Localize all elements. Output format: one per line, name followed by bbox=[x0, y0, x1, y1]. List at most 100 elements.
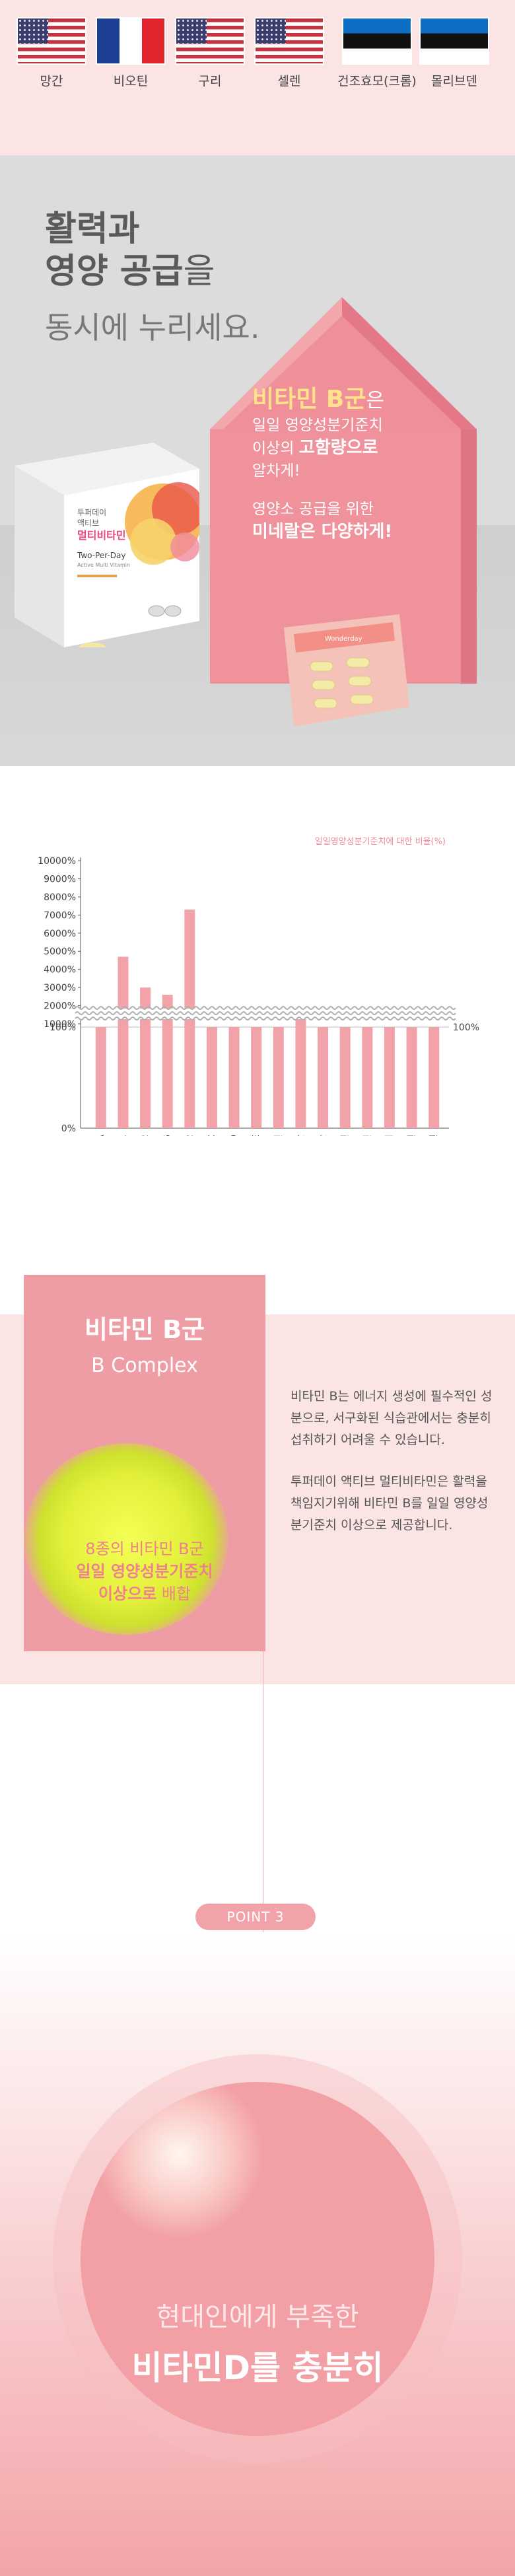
blister-pack-image: Wonderday bbox=[284, 614, 409, 727]
y-tick-label: 9000% bbox=[44, 874, 76, 884]
origin-flags-strip: 망간 비오틴 구리 셀렌 건조효모(크롬) 몰리브덴 bbox=[0, 0, 515, 155]
chart-bar bbox=[384, 1027, 395, 1128]
house-line: 영양소 공급을 위한 bbox=[252, 501, 374, 518]
product-sub2: Active Multi Vitamin bbox=[77, 562, 130, 568]
house-headline-bold: 비타민 B군 bbox=[252, 386, 366, 413]
inner-circle-photo bbox=[81, 2082, 434, 2436]
bar-chart: 일일영양성분기준치에 대한 비율(%) 10000% 9000% 8000% 7000%… bbox=[38, 837, 479, 1136]
house-line-part: 이상의 bbox=[252, 440, 299, 457]
house-line: 알차게! bbox=[252, 462, 300, 480]
flag-item-manganese: 망간 bbox=[13, 17, 90, 89]
bcomplex-description: 비타민 B는 에너지 생성에 필수적인 성분으로, 서구화된 식습관에서는 충분… bbox=[291, 1386, 495, 1536]
house-line: 이상의 고함량으로 bbox=[252, 437, 464, 460]
house-line-bold: 고함량으로 bbox=[298, 438, 378, 458]
flag-item-biotin: 비오틴 bbox=[92, 17, 169, 89]
house-headline: 비타민 B군은 bbox=[252, 380, 464, 414]
x-tick-label: 셀렌 bbox=[407, 1135, 417, 1136]
chart-bar bbox=[228, 1026, 240, 1128]
chart-bar bbox=[429, 1027, 440, 1128]
hero-title-bold: 영양 공급 bbox=[45, 252, 184, 291]
y-tick-label: 8000% bbox=[44, 892, 76, 903]
bcomplex-para2: 투퍼데이 액티브 멀티비타민은 활력을 책임지기위해 비타민 B를 일일 영양성… bbox=[291, 1474, 489, 1532]
x-tick-label: 판토텐산 bbox=[296, 1135, 306, 1136]
x-tick-label: 비타민B6 bbox=[163, 1135, 173, 1136]
flag-label: 몰리브덴 bbox=[431, 74, 477, 89]
circle-line-bold: 일일 영양성분기준치 bbox=[76, 1562, 213, 1581]
bcomplex-subtitle: B Complex bbox=[91, 1354, 198, 1377]
x-tick-label: 나이아신 bbox=[274, 1135, 284, 1136]
bcomplex-circle-copy: 8종의 비타민 B군 일일 영양성분기준치 이상으로 배합 bbox=[24, 1538, 265, 1605]
y-tick-label: 7000% bbox=[44, 910, 76, 921]
estonia-flag-icon bbox=[419, 17, 489, 65]
y-tick-label: 1000% bbox=[44, 1019, 76, 1030]
circle-line-bold: 이상으로 bbox=[98, 1585, 157, 1603]
sunlight-glow bbox=[94, 2082, 265, 2240]
blister-label: Wonderday bbox=[325, 635, 362, 643]
x-tick-label: 엽산 bbox=[318, 1135, 328, 1136]
hero-title: 활력과 영양 공급을 bbox=[45, 208, 215, 293]
point-badge: POINT 3 bbox=[195, 1904, 316, 1930]
hero-title-line1: 활력과 bbox=[45, 209, 140, 249]
bcomplex-card: 비타민 B군 B Complex 8종의 비타민 B군 일일 영양성분기준치 이… bbox=[24, 1275, 265, 1651]
chart-bar bbox=[339, 1027, 351, 1128]
flag-item-molybdenum: 몰리브덴 bbox=[416, 17, 493, 89]
house-line-bold: 미네랄은 다양하게! bbox=[252, 522, 393, 542]
usa-flag-icon bbox=[17, 17, 86, 65]
chart-bar bbox=[206, 1027, 217, 1128]
x-tick-label: 비타민D bbox=[230, 1135, 240, 1136]
estonia-flag-icon bbox=[342, 17, 412, 65]
x-tick-label: 구리 bbox=[385, 1135, 395, 1136]
circle-line-rest: 배합 bbox=[156, 1585, 191, 1603]
y-tick-label: 100% bbox=[50, 1022, 76, 1033]
usa-flag-icon bbox=[254, 17, 324, 65]
flag-item-selenium: 셀렌 bbox=[251, 17, 327, 89]
house-line: 미네랄은 다양하게! bbox=[252, 520, 464, 544]
chart-bar bbox=[251, 1027, 262, 1128]
circle-line: 이상으로 배합 bbox=[24, 1583, 265, 1605]
flag-label: 망간 bbox=[40, 74, 63, 89]
x-tick-label: 비오틴 bbox=[362, 1135, 372, 1136]
yellow-fuzzball-image bbox=[24, 1443, 228, 1635]
house-copy: 비타민 B군은 일일 영양성분기준치 이상의 고함량으로 알차게! 영양소 공급… bbox=[252, 380, 464, 544]
chart-bar bbox=[273, 1026, 284, 1128]
bcomplex-title: 비타민 B군 bbox=[84, 1315, 205, 1344]
chart-bar bbox=[295, 1013, 306, 1128]
chart-bar bbox=[118, 956, 129, 1128]
chart-bar bbox=[362, 1026, 373, 1128]
circle-line: 일일 영양성분기준치 bbox=[24, 1560, 265, 1583]
axis-break-wave bbox=[75, 1011, 456, 1015]
y-tick-label: 5000% bbox=[44, 947, 76, 957]
usa-flag-icon bbox=[175, 17, 245, 65]
chart-bar bbox=[95, 1027, 106, 1128]
x-tick-label: 비타민E bbox=[252, 1135, 261, 1136]
x-tick-label: 몰리브덴 bbox=[429, 1135, 439, 1136]
product-sub: Two-Per-Day bbox=[77, 551, 125, 560]
product-name-b: 멀티비타민 bbox=[77, 529, 126, 542]
flag-label: 비오틴 bbox=[113, 74, 149, 89]
x-tick-label: 비타민C bbox=[207, 1135, 217, 1136]
chart-bar bbox=[318, 1027, 329, 1128]
y-tick-label: 10000% bbox=[38, 856, 76, 867]
chart-bar bbox=[406, 1026, 417, 1128]
flag-label: 건조효모(크롬) bbox=[337, 74, 417, 89]
chart-bar bbox=[140, 987, 151, 1128]
y-tick-label: 3000% bbox=[44, 983, 76, 993]
bcomplex-para1: 비타민 B는 에너지 생성에 필수적인 성분으로, 서구화된 식습관에서는 충분… bbox=[291, 1389, 493, 1447]
house-line: 일일 영양성분기준치 bbox=[252, 417, 383, 434]
flag-label: 셀렌 bbox=[277, 74, 301, 89]
right-reference-label: 100% bbox=[453, 1022, 479, 1033]
flag-label: 구리 bbox=[198, 74, 222, 89]
house-graphic bbox=[210, 297, 477, 684]
axis-break-wave bbox=[75, 1017, 456, 1020]
y-tick-label: 4000% bbox=[44, 965, 76, 976]
vitamin-d-line2: 비타민D를 충분히 bbox=[131, 2349, 384, 2387]
x-tick-label: 비타민A bbox=[96, 1135, 106, 1136]
house-headline-rest: 은 bbox=[366, 389, 385, 412]
france-flag-icon bbox=[96, 17, 166, 65]
vitamin-d-section: 현대인에게 부족한 비타민D를 충분히 bbox=[0, 1932, 515, 2576]
circle-line: 8종의 비타민 B군 bbox=[85, 1540, 204, 1558]
product-brand: 투퍼데이 bbox=[77, 508, 106, 517]
vitamin-d-line1: 현대인에게 부족한 bbox=[156, 2302, 359, 2332]
x-tick-label: 비타민B2 bbox=[141, 1135, 151, 1136]
chart-bar bbox=[162, 995, 173, 1128]
